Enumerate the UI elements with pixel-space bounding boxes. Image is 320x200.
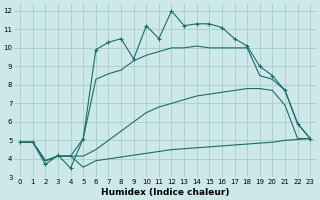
- X-axis label: Humidex (Indice chaleur): Humidex (Indice chaleur): [101, 188, 229, 197]
